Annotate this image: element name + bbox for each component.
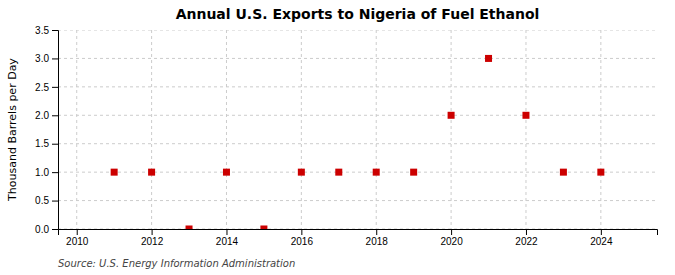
- point: [560, 169, 567, 176]
- grid-line: [58, 58, 657, 59]
- tick-mark: [52, 58, 58, 59]
- axis-line: [59, 230, 658, 236]
- tick: 2024: [590, 229, 613, 247]
- tick: 1.5: [35, 138, 58, 149]
- tick-mark: [52, 201, 58, 202]
- tick-label: 2020: [440, 236, 463, 247]
- tick-mark: [226, 229, 227, 235]
- tick: 3.5: [35, 25, 58, 36]
- tick-mark: [52, 172, 58, 173]
- grid-line: [600, 30, 601, 229]
- tick: 3.0: [35, 53, 58, 64]
- tick-label: 2012: [141, 236, 164, 247]
- points: [111, 55, 605, 229]
- grid-line: [58, 30, 657, 31]
- tick: 2016: [291, 229, 314, 247]
- tick-label: 3.5: [35, 25, 49, 36]
- tick: 2018: [366, 229, 389, 247]
- tick: 2012: [141, 229, 164, 247]
- grid-line: [58, 86, 657, 87]
- tick-mark: [152, 229, 153, 235]
- tick: 2.0: [35, 110, 58, 121]
- axis-line: [52, 31, 59, 230]
- tick-label: 2018: [366, 236, 389, 247]
- tick-label: 2022: [515, 236, 538, 247]
- tick-label: 0.5: [35, 195, 49, 206]
- grid-line: [451, 30, 452, 229]
- tick-label: 1.0: [35, 167, 49, 178]
- point: [148, 169, 155, 176]
- point: [373, 169, 380, 176]
- chart: 2010 2012 2014 2016 2018 2020 2022 2024 0.0 0.5 1.…: [0, 0, 675, 275]
- tick-mark: [526, 229, 527, 235]
- grid-line: [525, 30, 526, 229]
- grid-line: [376, 30, 377, 229]
- tick-mark: [77, 229, 78, 235]
- plot-area: 2010 2012 2014 2016 2018 2020 2022 2024 0.0 0.5 1.…: [35, 25, 657, 247]
- x-axis: 2010 2012 2014 2016 2018 2020 2022 2024: [59, 229, 658, 247]
- tick-mark: [301, 229, 302, 235]
- grid-line: [301, 30, 302, 229]
- tick: 2022: [515, 229, 538, 247]
- tick-mark: [601, 229, 602, 235]
- tick-label: 1.5: [35, 138, 49, 149]
- tick-mark: [52, 115, 58, 116]
- grid-line: [58, 229, 657, 230]
- tick-label: 2010: [66, 236, 89, 247]
- point: [335, 169, 342, 176]
- tick-mark: [376, 229, 377, 235]
- tick-label: 2014: [216, 236, 239, 247]
- tick: 2010: [66, 229, 89, 247]
- tick: 0.0: [35, 224, 58, 235]
- annotation: Source: U.S. Energy Information Administ…: [58, 258, 295, 269]
- tick: 2020: [440, 229, 463, 247]
- tick-mark: [52, 87, 58, 88]
- tick-label: 3.0: [35, 53, 49, 64]
- tick-label: 2.5: [35, 82, 49, 93]
- tick-mark: [52, 229, 58, 230]
- grid-line: [58, 172, 657, 173]
- tick-mark: [451, 229, 452, 235]
- tick-label: 2024: [590, 236, 613, 247]
- point: [298, 169, 305, 176]
- grid-line: [58, 115, 657, 116]
- tick-label: 0.0: [35, 224, 49, 235]
- tick: 0.5: [35, 195, 58, 206]
- point: [597, 169, 604, 176]
- tick: 2.5: [35, 82, 58, 93]
- tick: 1.0: [35, 167, 58, 178]
- point: [260, 226, 267, 230]
- point: [448, 112, 455, 119]
- point: [485, 55, 492, 62]
- point: [223, 169, 230, 176]
- point: [522, 112, 529, 119]
- y-axis-label: Thousand Barrels per Day: [6, 58, 19, 202]
- title: Annual U.S. Exports to Nigeria of Fuel E…: [176, 6, 540, 22]
- tick-mark: [52, 30, 58, 31]
- point: [410, 169, 417, 176]
- tick-label: 2016: [291, 236, 314, 247]
- tick-mark: [52, 144, 58, 145]
- y-axis: 0.0 0.5 1.0 1.5 2.0 2.5 3.0 3.5: [35, 25, 58, 235]
- grid-line: [58, 200, 657, 201]
- tick-label: 2.0: [35, 110, 49, 121]
- tick: 2014: [216, 229, 239, 247]
- grid-line: [151, 30, 152, 229]
- grid-line: [226, 30, 227, 229]
- point: [186, 226, 193, 230]
- grid-line: [58, 143, 657, 144]
- point: [111, 169, 118, 176]
- grid: [58, 30, 657, 229]
- grid-line: [76, 30, 77, 229]
